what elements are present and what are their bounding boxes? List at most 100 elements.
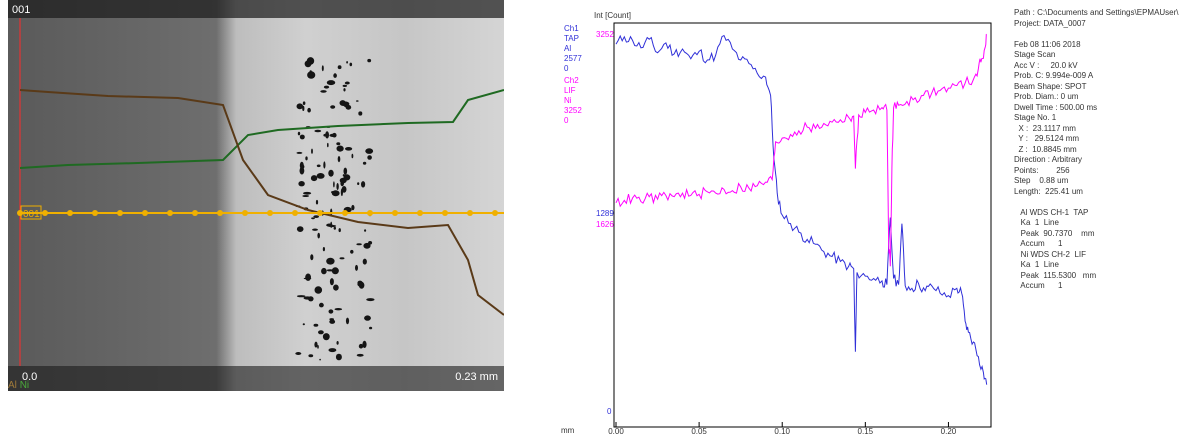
pore xyxy=(329,319,336,324)
pore xyxy=(365,148,374,154)
ch1-crystal: TAP xyxy=(564,34,579,43)
pore xyxy=(355,100,359,102)
frame-label: 001 xyxy=(12,4,30,16)
pore xyxy=(337,156,341,163)
pore xyxy=(307,107,311,113)
ch1-label: Ch1 xyxy=(564,24,579,33)
pore xyxy=(336,183,339,190)
pore xyxy=(296,226,304,233)
pore xyxy=(329,133,337,137)
pore xyxy=(312,228,318,231)
pore xyxy=(302,323,305,326)
y-tick-mid-ch2: 1626 xyxy=(596,220,614,229)
pore xyxy=(295,352,302,355)
pore xyxy=(364,229,367,232)
line-label: 001 xyxy=(23,209,40,220)
pore xyxy=(311,217,315,220)
pore xyxy=(331,267,339,275)
scan-point xyxy=(367,210,373,216)
pore xyxy=(330,221,333,228)
scan-point xyxy=(342,210,348,216)
pore xyxy=(305,156,308,161)
pore xyxy=(321,267,327,275)
pore xyxy=(299,134,305,140)
pore xyxy=(309,70,312,73)
pore xyxy=(342,174,345,177)
pore xyxy=(343,167,348,175)
pore xyxy=(350,249,354,254)
scale-end: 0.23 mm xyxy=(455,371,498,383)
pore xyxy=(322,247,325,252)
pore xyxy=(363,242,371,249)
scan-point xyxy=(67,210,73,216)
pore xyxy=(328,224,337,228)
pore xyxy=(296,295,306,298)
ch1-element: Al xyxy=(564,44,572,53)
x-tick-label: 0.10 xyxy=(774,427,790,436)
pore xyxy=(331,191,336,194)
pore xyxy=(307,71,316,79)
info-line: Feb 08 11:06 2018 xyxy=(1014,39,1081,49)
pore xyxy=(298,181,305,187)
line-label-box xyxy=(20,205,42,220)
pore xyxy=(297,131,301,136)
pore xyxy=(336,341,339,345)
ch2-max: 3252 xyxy=(564,106,582,115)
info-line: Direction : Arbitrary xyxy=(1014,155,1083,164)
pore xyxy=(355,264,358,271)
x-tick-label: 0.20 xyxy=(941,427,957,436)
pore xyxy=(308,296,314,302)
ni-profile-line xyxy=(19,89,504,169)
pore xyxy=(313,323,319,327)
pore xyxy=(323,85,330,89)
pore xyxy=(317,345,319,349)
scan-point xyxy=(317,210,323,216)
info-line: Y : 29.5124 mm xyxy=(1014,134,1080,143)
pore xyxy=(342,84,347,87)
pore xyxy=(315,199,319,205)
pore xyxy=(310,254,314,261)
pore xyxy=(356,353,364,357)
info-line: Dwell Time : 500.00 ms xyxy=(1014,102,1098,112)
info-line: Step 0.88 um xyxy=(1014,176,1069,185)
pore xyxy=(326,80,336,86)
pore xyxy=(327,142,329,148)
legend-ni: Ni xyxy=(19,380,30,391)
y-tick-bottom: 0 xyxy=(607,407,612,416)
pore xyxy=(333,284,339,291)
info-line: Accum 1 xyxy=(1014,239,1063,248)
info-line: Prob. C: 9.994e-009 A xyxy=(1014,71,1094,80)
info-line xyxy=(1014,29,1203,40)
pore xyxy=(367,155,372,160)
pore xyxy=(356,243,362,246)
pore xyxy=(336,142,341,146)
info-line: Ka 1 Line xyxy=(1014,218,1059,227)
pore xyxy=(335,353,342,361)
pore xyxy=(334,308,343,311)
pore xyxy=(366,298,375,302)
info-line: Project: DATA_0007 xyxy=(1014,18,1086,28)
scan-point xyxy=(142,210,148,216)
series-line-ni xyxy=(615,33,987,267)
pore xyxy=(333,226,336,230)
ch1-min: 0 xyxy=(564,64,569,73)
pore xyxy=(311,148,313,154)
ch2-element: Ni xyxy=(564,96,572,105)
pore xyxy=(341,177,350,180)
pore xyxy=(326,257,335,265)
scan-point xyxy=(42,210,48,216)
line-profile-chart: Int [Count] 0.00 0.05 0.10 0.15 0.20 mm 3252… xyxy=(561,11,992,436)
pore xyxy=(357,281,364,287)
pore xyxy=(316,173,325,179)
scan-point xyxy=(467,210,473,216)
y-axis-title: Int [Count] xyxy=(594,11,631,20)
pore xyxy=(338,228,341,233)
scan-point xyxy=(492,210,498,216)
pore xyxy=(346,61,348,64)
pore xyxy=(319,358,321,361)
al-profile-line xyxy=(19,89,504,316)
info-line: Length: 225.41 um xyxy=(1014,186,1083,196)
pore xyxy=(326,269,334,272)
legend-al: Al xyxy=(8,380,17,391)
pore xyxy=(369,326,373,330)
